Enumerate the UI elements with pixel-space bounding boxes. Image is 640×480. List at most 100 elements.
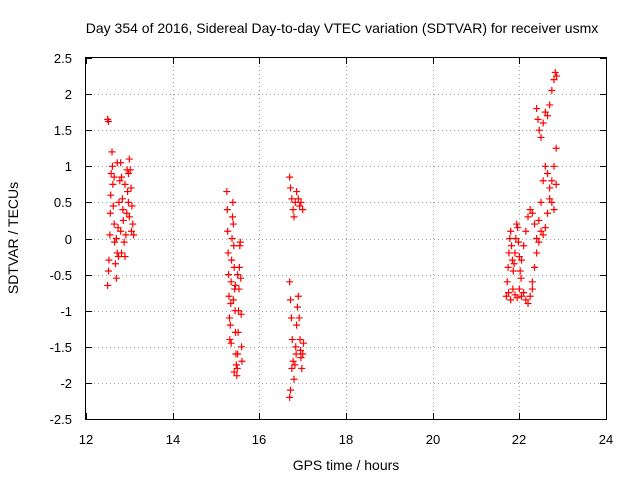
data-point — [109, 180, 117, 188]
grid-lines — [86, 58, 606, 419]
data-point — [121, 253, 129, 261]
data-point — [546, 195, 554, 203]
data-point — [238, 343, 246, 351]
data-point — [119, 216, 127, 224]
y-tick-label: -2 — [60, 376, 72, 391]
data-point — [286, 278, 294, 286]
data-point — [528, 209, 536, 217]
data-point — [518, 256, 525, 264]
data-point — [227, 278, 235, 286]
data-point — [114, 224, 122, 232]
data-point — [223, 188, 231, 196]
data-point — [122, 231, 130, 239]
data-point — [552, 180, 560, 188]
data-point — [113, 159, 121, 167]
data-point — [234, 271, 242, 279]
data-point — [534, 115, 542, 123]
data-point — [288, 336, 296, 344]
data-point — [520, 289, 528, 297]
data-point — [539, 231, 547, 239]
data-point — [294, 292, 302, 300]
data-point — [107, 191, 115, 199]
data-point — [299, 206, 307, 214]
data-point — [225, 292, 233, 300]
data-point — [509, 285, 517, 293]
data-point — [127, 184, 135, 192]
data-point — [237, 310, 245, 318]
data-point — [230, 368, 238, 376]
data-point — [533, 105, 541, 113]
data-point — [533, 249, 541, 257]
y-tick-label: 1 — [65, 159, 72, 174]
x-tick-label: 12 — [79, 432, 93, 447]
y-tick-label: -1.5 — [50, 340, 72, 355]
data-point — [515, 285, 523, 293]
data-point — [121, 180, 129, 188]
data-point — [104, 281, 112, 289]
x-axis-label: GPS time / hours — [293, 457, 400, 473]
data-point — [297, 198, 305, 206]
data-point — [544, 209, 551, 217]
y-tick-label: -2.5 — [50, 412, 72, 427]
plot-frame — [85, 57, 607, 420]
data-point — [105, 118, 113, 126]
data-point — [229, 220, 237, 228]
data-point — [224, 249, 232, 257]
data-point — [226, 321, 234, 329]
data-point — [293, 321, 301, 329]
data-point — [522, 227, 530, 235]
data-point — [288, 195, 296, 203]
data-point — [514, 238, 522, 246]
data-point — [116, 177, 124, 185]
data-point — [123, 209, 131, 217]
data-point — [517, 274, 525, 282]
y-tick-label: 0.5 — [54, 195, 72, 210]
data-point — [293, 188, 301, 196]
data-point — [293, 303, 301, 311]
data-point — [105, 256, 113, 264]
data-point — [299, 350, 307, 358]
data-point — [118, 173, 126, 181]
data-point — [232, 361, 240, 369]
data-point — [546, 184, 554, 192]
data-point — [541, 108, 549, 116]
data-point — [288, 364, 296, 372]
data-point — [225, 271, 233, 279]
data-point — [223, 206, 231, 214]
data-point — [118, 249, 126, 257]
data-point — [548, 177, 556, 185]
data-point — [512, 235, 520, 242]
data-point — [296, 202, 304, 210]
data-point — [105, 267, 113, 275]
x-tick-label: 24 — [599, 432, 613, 447]
data-point — [522, 296, 530, 304]
data-point — [508, 242, 516, 250]
data-point — [125, 155, 133, 163]
data-point — [292, 350, 300, 358]
data-point — [514, 224, 522, 232]
x-tick-label: 20 — [426, 432, 440, 447]
data-point — [518, 292, 525, 300]
data-point — [535, 126, 543, 134]
data-point — [110, 220, 118, 228]
data-point — [539, 177, 547, 185]
data-point — [548, 198, 556, 206]
data-point — [513, 294, 521, 302]
data-point — [531, 263, 538, 271]
data-point — [111, 238, 119, 246]
data-point — [541, 162, 549, 170]
data-point — [117, 227, 125, 235]
y-tick-label: -1 — [60, 304, 72, 319]
data-point — [551, 68, 559, 76]
data-point — [128, 202, 136, 210]
x-tick-label: 16 — [252, 432, 266, 447]
data-point — [228, 256, 236, 264]
data-point — [125, 213, 133, 221]
data-point — [124, 188, 132, 196]
data-point — [515, 253, 523, 261]
x-tick-label: 18 — [339, 432, 353, 447]
data-point — [300, 339, 308, 347]
data-point — [119, 206, 127, 214]
data-point — [289, 206, 297, 214]
data-point — [552, 144, 560, 152]
